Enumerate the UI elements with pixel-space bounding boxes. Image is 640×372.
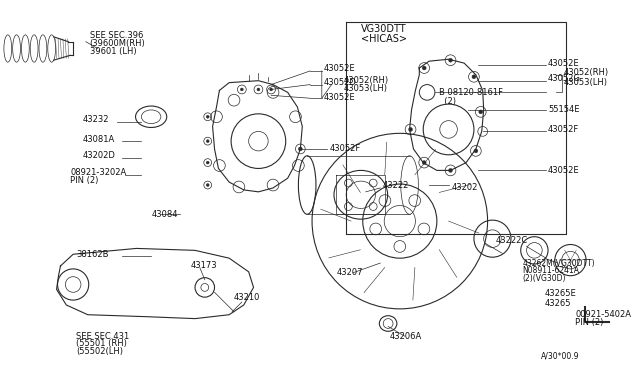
Text: B 08120-8161F: B 08120-8161F [439,88,503,97]
Text: 43202D: 43202D [83,151,116,160]
Text: 43265E: 43265E [544,289,576,298]
Text: 43053(LH): 43053(LH) [564,78,607,87]
Text: 43206A: 43206A [390,332,422,341]
Circle shape [422,161,426,164]
Circle shape [206,161,209,164]
Text: 43052E: 43052E [324,64,355,74]
Text: (55502(LH): (55502(LH) [76,347,123,356]
Text: 43052D: 43052D [324,78,356,87]
Circle shape [408,128,413,131]
Circle shape [449,169,452,172]
Text: 43053(LH): 43053(LH) [343,84,387,93]
Text: 08921-3202A: 08921-3202A [70,168,127,177]
Text: 43173: 43173 [190,262,217,270]
Text: N08911-6241A: N08911-6241A [523,266,580,275]
Text: SEE SEC.396: SEE SEC.396 [90,31,143,40]
Circle shape [257,88,260,91]
Text: 43262M(VG30DTT): 43262M(VG30DTT) [523,259,595,267]
Text: 43265: 43265 [544,298,571,308]
Text: 43052F: 43052F [548,125,579,134]
Text: 43210: 43210 [234,293,260,302]
Circle shape [206,115,209,118]
Text: PIN (2): PIN (2) [575,318,604,327]
Circle shape [474,149,478,153]
Circle shape [206,140,209,142]
Text: SEE SEC.431: SEE SEC.431 [76,332,129,341]
Text: 43052E: 43052E [548,166,580,175]
Text: 43084: 43084 [151,210,178,219]
Text: A/30*00.9: A/30*00.9 [541,351,580,360]
Text: 39601 (LH): 39601 (LH) [90,47,136,56]
Text: (2): (2) [439,97,456,106]
Circle shape [422,66,426,70]
Text: PIN (2): PIN (2) [70,176,99,185]
Circle shape [449,58,452,62]
Text: 00921-5402A: 00921-5402A [575,310,631,319]
Text: VG30DTT: VG30DTT [361,24,406,34]
Text: 43222: 43222 [382,180,408,189]
Text: 43222C: 43222C [495,236,527,245]
Text: 43052(RH): 43052(RH) [343,76,388,85]
Text: <HICAS>: <HICAS> [361,34,407,44]
Circle shape [472,75,476,79]
Circle shape [298,147,302,151]
Text: 43052G: 43052G [548,74,581,83]
Text: 43052E: 43052E [548,59,580,68]
Text: 43052(RH): 43052(RH) [564,68,609,77]
Text: (55501 (RH): (55501 (RH) [76,340,127,349]
Text: 38162B: 38162B [76,250,109,259]
Circle shape [241,88,243,91]
Circle shape [479,110,483,114]
Text: (39600M(RH): (39600M(RH) [90,39,145,48]
Circle shape [206,183,209,186]
Text: 43052E: 43052E [324,93,355,102]
Text: 43202: 43202 [451,183,478,192]
Text: (2)(VG30D): (2)(VG30D) [523,274,566,283]
Text: 43207: 43207 [337,268,363,277]
Circle shape [269,88,273,91]
Text: 43052F: 43052F [330,144,361,153]
Text: 43232: 43232 [83,115,109,124]
Text: 55154E: 55154E [548,105,580,115]
Text: 43081A: 43081A [83,135,115,144]
